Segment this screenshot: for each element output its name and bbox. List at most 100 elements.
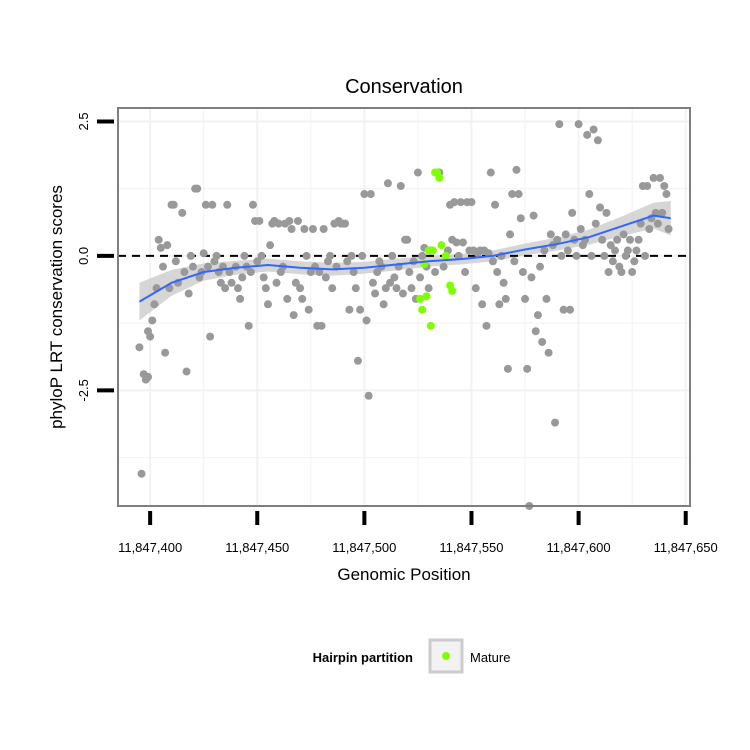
data-point [206, 332, 215, 341]
data-point [358, 251, 367, 260]
mature-point [448, 286, 457, 295]
data-point [364, 391, 373, 400]
data-point [491, 200, 500, 209]
data-point [583, 130, 592, 139]
data-point [611, 246, 620, 255]
data-point [533, 311, 542, 320]
data-point [341, 219, 350, 228]
data-point [641, 251, 650, 260]
data-point [493, 268, 502, 277]
data-point [201, 200, 210, 209]
data-point [150, 300, 159, 309]
grid [118, 108, 690, 506]
data-point [135, 343, 144, 352]
data-point [602, 208, 611, 217]
data-point [471, 284, 480, 293]
chart-title: Conservation [345, 76, 463, 98]
data-point [293, 216, 302, 225]
data-point [283, 294, 292, 303]
data-point [413, 168, 422, 177]
data-point [458, 238, 467, 247]
data-point [137, 469, 146, 478]
data-point [362, 316, 371, 325]
data-point [236, 294, 245, 303]
data-point [315, 268, 324, 277]
data-point [221, 284, 230, 293]
data-point [557, 251, 566, 260]
data-point [263, 300, 272, 309]
x-tick-label: 11,847,550 [439, 540, 503, 555]
data-point [188, 262, 197, 271]
data-point [555, 120, 564, 129]
legend: Hairpin partition Mature [313, 638, 510, 674]
data-point [604, 268, 613, 277]
x-tick-label: 11,847,450 [225, 540, 289, 555]
data-point [518, 268, 527, 277]
data-point [223, 200, 232, 209]
mature-point [422, 292, 431, 301]
data-point [542, 294, 551, 303]
mature-point [435, 173, 444, 182]
data-point [431, 268, 440, 277]
data-point [182, 367, 191, 376]
data-point [407, 284, 416, 293]
data-point [630, 257, 639, 266]
data-point [632, 246, 641, 255]
data-point [169, 200, 178, 209]
data-point [255, 216, 264, 225]
data-point [203, 262, 212, 271]
y-axis-title: phyloP LRT conservation scores [47, 185, 66, 429]
data-point [403, 235, 412, 244]
data-point [510, 257, 519, 266]
data-point [353, 356, 362, 365]
mature-point [426, 321, 435, 330]
x-axis-title: Genomic Position [337, 565, 470, 584]
data-point [501, 294, 510, 303]
data-point [596, 203, 605, 212]
mature-point [441, 251, 450, 260]
mature-point [418, 305, 427, 314]
data-point [308, 225, 317, 234]
data-point [274, 219, 283, 228]
data-point [606, 241, 615, 250]
mature-point [428, 246, 437, 255]
data-point [658, 208, 667, 217]
data-point [396, 181, 405, 190]
data-point [587, 251, 596, 260]
data-point [373, 268, 382, 277]
data-point [589, 125, 598, 134]
data-point [574, 120, 583, 129]
data-point [225, 268, 234, 277]
data-point [317, 321, 326, 330]
data-point [623, 246, 632, 255]
data-point [154, 235, 163, 244]
data-point [452, 238, 461, 247]
data-point [321, 273, 330, 282]
data-point [585, 190, 594, 199]
data-point [386, 278, 395, 287]
data-point [351, 284, 360, 293]
data-point [161, 348, 170, 357]
data-point [371, 289, 380, 298]
data-point [212, 251, 221, 260]
data-point [527, 273, 536, 282]
data-point [521, 294, 530, 303]
mature-point [416, 294, 425, 303]
data-point [248, 200, 257, 209]
data-point [343, 257, 352, 266]
data-point [653, 219, 662, 228]
data-point [240, 251, 249, 260]
data-point [208, 200, 217, 209]
data-point [238, 273, 247, 282]
data-point [424, 284, 433, 293]
data-point [366, 190, 375, 199]
data-point [495, 300, 504, 309]
data-point [163, 241, 172, 250]
data-point [302, 251, 311, 260]
data-point [529, 211, 538, 220]
data-point [392, 284, 401, 293]
data-point [180, 268, 189, 277]
data-point [553, 235, 562, 244]
data-point [409, 257, 418, 266]
